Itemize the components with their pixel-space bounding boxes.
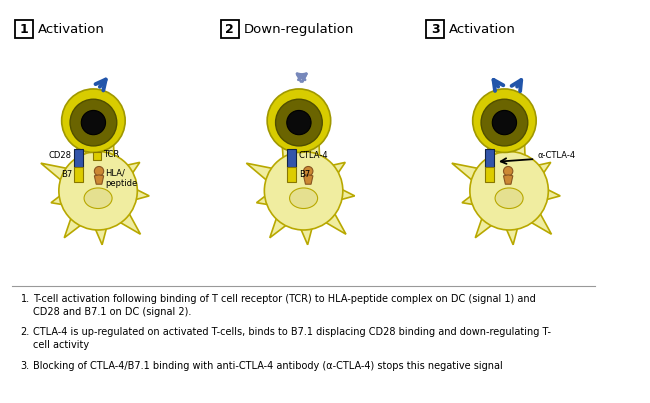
Text: Activation: Activation (449, 23, 516, 35)
Text: Blocking of CTLA-4/B7.1 binding with anti-CTLA-4 antibody (α-CTLA-4) stops this : Blocking of CTLA-4/B7.1 binding with ant… (32, 361, 502, 371)
FancyBboxPatch shape (426, 20, 444, 38)
Ellipse shape (290, 188, 318, 208)
Text: Down-regulation: Down-regulation (244, 23, 354, 35)
Text: CTLA-4 is up-regulated on activated T-cells, binds to B7.1 displacing CD28 bindi: CTLA-4 is up-regulated on activated T-ce… (32, 327, 551, 350)
Circle shape (81, 110, 105, 135)
Text: T-cell activation following binding of T cell receptor (TCR) to HLA-peptide comp: T-cell activation following binding of T… (32, 293, 536, 317)
Circle shape (473, 89, 536, 152)
Text: B7: B7 (299, 170, 310, 179)
FancyBboxPatch shape (16, 20, 33, 38)
Circle shape (504, 166, 513, 176)
Circle shape (276, 99, 322, 146)
FancyBboxPatch shape (74, 149, 83, 167)
Text: HLA/
peptide: HLA/ peptide (105, 169, 138, 188)
Circle shape (265, 152, 343, 230)
FancyBboxPatch shape (287, 149, 296, 167)
Polygon shape (504, 175, 513, 184)
Text: 2.: 2. (21, 327, 30, 337)
Circle shape (94, 166, 104, 176)
Circle shape (470, 152, 549, 230)
Circle shape (492, 110, 517, 135)
Polygon shape (41, 137, 150, 245)
FancyBboxPatch shape (221, 20, 239, 38)
Text: TCR: TCR (103, 150, 119, 159)
FancyBboxPatch shape (485, 149, 494, 167)
Polygon shape (452, 137, 560, 245)
Polygon shape (304, 175, 313, 184)
Circle shape (304, 166, 313, 176)
Circle shape (267, 89, 331, 152)
Text: CD28: CD28 (49, 151, 72, 160)
FancyBboxPatch shape (485, 167, 494, 182)
Circle shape (59, 152, 137, 230)
Text: α-CTLA-4: α-CTLA-4 (537, 151, 575, 160)
Circle shape (481, 99, 528, 146)
Text: 1.: 1. (21, 293, 30, 303)
FancyBboxPatch shape (94, 152, 101, 160)
Circle shape (287, 110, 311, 135)
Circle shape (62, 89, 125, 152)
Text: Activation: Activation (38, 23, 105, 35)
Text: B7: B7 (60, 170, 72, 179)
FancyBboxPatch shape (287, 167, 296, 182)
Text: 2: 2 (226, 23, 234, 35)
Text: 1: 1 (20, 23, 29, 35)
Polygon shape (94, 175, 104, 184)
Text: CTLA-4: CTLA-4 (299, 151, 328, 160)
Polygon shape (246, 137, 355, 245)
Ellipse shape (495, 188, 523, 208)
FancyBboxPatch shape (74, 167, 83, 182)
Text: 3: 3 (431, 23, 439, 35)
Circle shape (70, 99, 117, 146)
Text: 3.: 3. (21, 361, 30, 371)
Ellipse shape (84, 188, 112, 208)
